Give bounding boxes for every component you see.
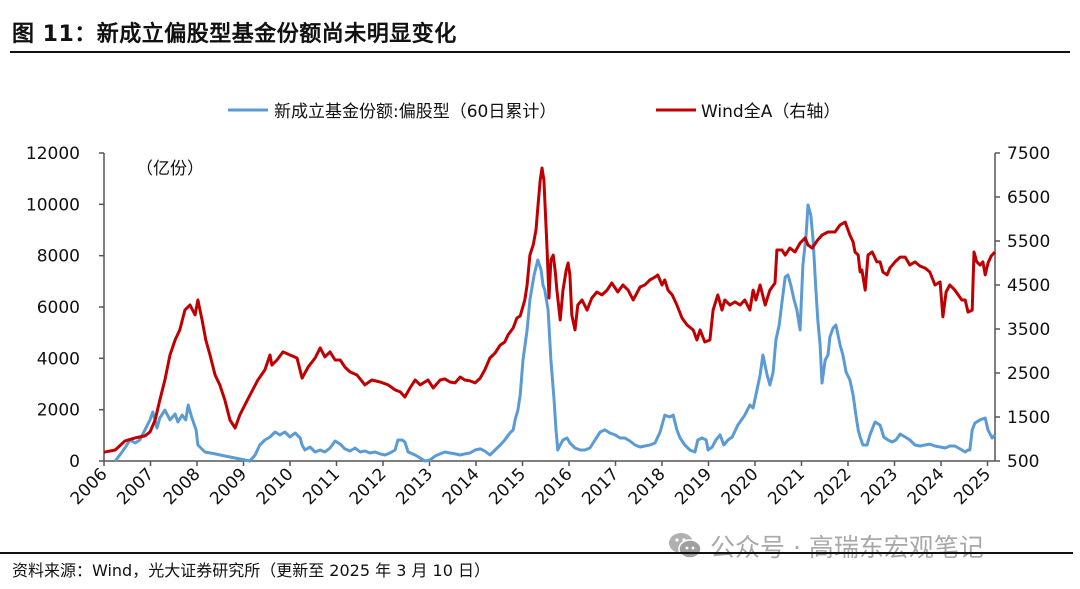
x-axis-tick-label: 2009 (206, 464, 251, 509)
wechat-icon (669, 533, 702, 559)
x-axis-tick-label: 2014 (439, 464, 484, 509)
legend-label-fund-shares: 新成立基金份额:偏股型（60日累计） (274, 102, 556, 122)
x-axis-tick-label: 2018 (625, 464, 670, 509)
wind-a-line (103, 166, 997, 454)
x-axis-tick-label: 2024 (904, 464, 949, 509)
chart: 新成立基金份额:偏股型（60日累计） Wind全A（右轴） （亿份） 0 2000… (26, 102, 1050, 509)
left-axis-tick-label: 6000 (37, 298, 80, 318)
x-axis-tick-label: 2025 (950, 464, 995, 509)
right-axis-tick-label: 2500 (1007, 364, 1050, 384)
right-axis-tick-label: 4500 (1007, 276, 1050, 296)
left-axis-tick-label: 4000 (37, 349, 80, 369)
x-axis-tick-label: 2017 (578, 464, 623, 509)
left-axis-tick-label: 2000 (37, 401, 80, 421)
left-axis-tick-label: 12000 (26, 144, 80, 164)
x-axis-tick-label: 2008 (160, 464, 205, 509)
left-axis-tick-label: 8000 (37, 247, 80, 267)
x-axis-tick-label: 2015 (485, 464, 530, 509)
figure-title: 图 11：新成立偏股型基金份额尚未明显变化 (12, 22, 457, 47)
x-axis-tick-label: 2007 (113, 464, 158, 509)
x-axis-tick-label: 2013 (392, 464, 437, 509)
left-axis-tick-label: 0 (69, 452, 80, 472)
x-axis-tick-label: 2022 (811, 464, 856, 509)
x-axis-tick-label: 2020 (718, 464, 763, 509)
title-divider (10, 51, 1070, 53)
source-note: 资料来源：Wind，光大证券研究所（更新至 2025 年 3 月 10 日） (12, 561, 490, 580)
series-group (103, 166, 997, 463)
fund-shares-line (114, 203, 997, 463)
x-axis-tick-label: 2012 (346, 464, 391, 509)
right-axis-tick-label: 6500 (1007, 188, 1050, 208)
watermark: 公众号 · 高瑞东宏观笔记 (668, 528, 984, 564)
x-axis-tick-label: 2010 (253, 464, 298, 509)
watermark-text: 公众号 · 高瑞东宏观笔记 (710, 533, 984, 562)
x-axis-tick-label: 2011 (299, 464, 344, 509)
x-axis-tick-label: 2019 (671, 464, 716, 509)
right-axis-tick-label: 7500 (1007, 144, 1050, 164)
right-axis-tick-label: 500 (1007, 452, 1039, 472)
right-axis-tick-label: 3500 (1007, 320, 1050, 340)
right-axis-tick-label: 1500 (1007, 408, 1050, 428)
legend: 新成立基金份额:偏股型（60日累计） Wind全A（右轴） (228, 102, 840, 122)
footer-divider (0, 552, 1073, 554)
left-axis-tick-label: 10000 (26, 195, 80, 215)
x-axis-tick-label: 2021 (764, 464, 809, 509)
right-axis-tick-label: 5500 (1007, 232, 1050, 252)
x-axis-tick-label: 2023 (857, 464, 902, 509)
x-axis-tick-label: 2016 (532, 464, 577, 509)
legend-label-wind-a: Wind全A（右轴） (701, 102, 840, 122)
left-axis-unit: （亿份） (136, 159, 204, 179)
